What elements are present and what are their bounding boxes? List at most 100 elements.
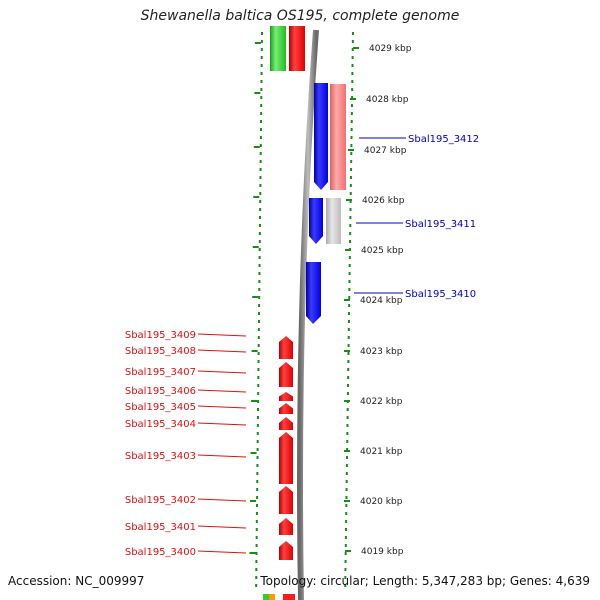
gene-arrow: [279, 417, 293, 430]
ruler-dot: [349, 176, 352, 179]
right-gene-labels: Sbal195_3412 Sbal195_3411 Sbal195_3410: [354, 134, 479, 300]
gene-label[interactable]: Sbal195_3411: [405, 219, 476, 230]
ruler-dot: [256, 440, 259, 443]
ruler-dot: [258, 232, 261, 235]
gene-label[interactable]: Sbal195_3405: [125, 402, 196, 413]
ruler-dot: [350, 120, 353, 123]
ruler-dot: [258, 272, 261, 275]
ruler-dot: [256, 456, 259, 459]
ruler-dot: [256, 496, 259, 499]
ruler-dot: [258, 256, 261, 259]
ruler-dot: [256, 448, 259, 451]
ruler-dot: [345, 504, 348, 507]
left-gene-group: [279, 336, 293, 560]
ruler-dot: [349, 200, 352, 203]
kbp-tick-label: 4029 kbp: [369, 44, 412, 54]
ruler-dot: [259, 160, 262, 163]
ruler-tick: [252, 296, 259, 298]
ruler-dot: [351, 80, 354, 83]
ruler-dot: [347, 384, 350, 387]
ruler-dot: [256, 488, 259, 491]
ruler-dot: [348, 296, 351, 299]
ruler-dot: [259, 208, 262, 211]
ruler-dot: [344, 544, 347, 547]
ruler-dot: [256, 480, 259, 483]
ruler-dot: [350, 152, 353, 155]
ruler-dot: [346, 456, 349, 459]
ruler-dot: [346, 432, 349, 435]
ruler-dot: [255, 512, 258, 515]
ruler-dot: [260, 56, 263, 59]
ruler-dot: [258, 280, 261, 283]
ruler-dot: [256, 472, 259, 475]
ruler-dot: [257, 376, 260, 379]
ruler-dot: [345, 512, 348, 515]
ruler-dot: [257, 392, 260, 395]
kbp-tick-mark: [344, 500, 350, 502]
topology-text: Topology: circular; Length: 5,347,283 bp…: [260, 574, 590, 588]
ruler-dot: [260, 32, 263, 35]
ruler-dot: [350, 160, 353, 163]
gene-label[interactable]: Sbal195_3410: [405, 289, 476, 300]
ruler-tick: [251, 350, 258, 352]
ruler-dot: [347, 344, 350, 347]
kbp-tick-mark: [353, 47, 359, 49]
gene-arrow: [279, 336, 293, 359]
ruler-dot: [344, 584, 347, 587]
genome-backbone: [297, 29, 319, 600]
ruler-dot: [348, 288, 351, 291]
kbp-tick-label: 4023 kbp: [360, 347, 403, 357]
kbp-tick-mark: [345, 550, 351, 552]
kbp-tick-label: 4024 kbp: [360, 296, 403, 306]
ruler-dot: [349, 192, 352, 195]
kbp-tick-label: 4028 kbp: [366, 95, 409, 105]
ruler-dot: [258, 240, 261, 243]
ruler-dot: [260, 96, 263, 99]
ruler-dot: [259, 200, 262, 203]
ruler-dot: [259, 144, 262, 147]
ruler-dot: [348, 264, 351, 267]
gene-green-top: [270, 26, 286, 71]
kbp-ruler: 4029 kbp 4028 kbp 4027 kbp 4026 kbp 4025 kbp…: [344, 44, 412, 557]
gene-red-bottom: [283, 594, 295, 600]
ruler-dot: [259, 168, 262, 171]
ruler-dot: [349, 224, 352, 227]
ruler-dot: [350, 136, 353, 139]
gene-label[interactable]: Sbal195_3409: [125, 330, 196, 341]
gene-label[interactable]: Sbal195_3403: [125, 451, 196, 462]
gene-label[interactable]: Sbal195_3401: [125, 522, 196, 533]
ruler-dot: [257, 328, 260, 331]
ruler-tick: [254, 42, 261, 44]
kbp-tick-label: 4020 kbp: [360, 497, 403, 507]
ruler-dot: [351, 56, 354, 59]
gene-label[interactable]: Sbal195_3400: [125, 547, 196, 558]
ruler-dot: [346, 408, 349, 411]
gene-orange-bottom: [269, 594, 275, 600]
kbp-tick-mark: [344, 400, 350, 402]
ruler-dot: [259, 192, 262, 195]
gene-label[interactable]: Sbal195_3408: [125, 346, 196, 357]
gene-label-leader: [197, 405, 247, 409]
ruler-dot: [350, 144, 353, 147]
ruler-dot: [260, 88, 263, 91]
ruler-dot: [258, 288, 261, 291]
kbp-tick-label: 4025 kbp: [361, 246, 404, 256]
ruler-dot: [260, 112, 263, 115]
ruler-dot: [258, 264, 261, 267]
gene-blue-3411: [309, 198, 323, 244]
ruler-dot: [348, 256, 351, 259]
ruler-dot: [351, 96, 354, 99]
gene-label[interactable]: Sbal195_3406: [125, 386, 196, 397]
ruler-dot: [259, 184, 262, 187]
gene-label[interactable]: Sbal195_3402: [125, 495, 196, 506]
ruler-dot: [346, 448, 349, 451]
ruler-dot: [346, 424, 349, 427]
kbp-tick-label: 4027 kbp: [364, 146, 407, 156]
ruler-dot: [260, 64, 263, 67]
gene-label[interactable]: Sbal195_3407: [125, 367, 196, 378]
kbp-tick-label: 4022 kbp: [360, 397, 403, 407]
gene-label[interactable]: Sbal195_3412: [408, 134, 479, 145]
gene-label[interactable]: Sbal195_3404: [125, 419, 196, 430]
ruler-dot: [347, 320, 350, 323]
